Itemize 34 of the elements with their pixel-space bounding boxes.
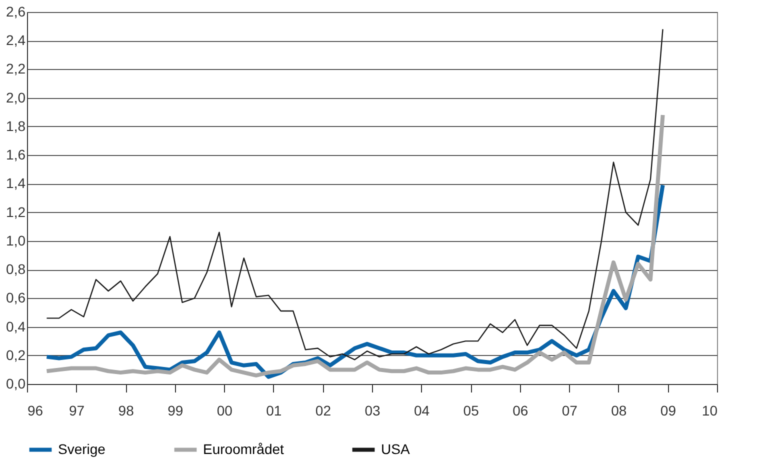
y-tick-label: 1,6 <box>6 146 26 163</box>
x-tick-label: 96 <box>28 402 44 418</box>
x-tick-label: 03 <box>364 402 380 418</box>
x-tick-label: 05 <box>463 402 480 418</box>
x-tick-label: 09 <box>660 402 676 418</box>
legend-label: Euroområdet <box>203 440 284 457</box>
y-tick-label: 2,2 <box>6 60 26 77</box>
y-tick-label: 2,6 <box>6 4 26 20</box>
x-tick-label: 00 <box>216 402 233 418</box>
y-tick-label: 1,8 <box>6 118 26 134</box>
line-series <box>46 28 664 360</box>
legend-label: USA <box>381 440 410 457</box>
line-series <box>44 113 665 378</box>
x-tick-label: 02 <box>315 402 332 418</box>
x-tick-label: 97 <box>68 402 85 418</box>
x-tick-label: 04 <box>414 402 430 418</box>
y-tick-label: 1,4 <box>6 175 26 192</box>
x-tick-label: 06 <box>512 402 528 418</box>
x-tick-label: 99 <box>168 402 184 418</box>
legend-label: Sverige <box>58 440 106 457</box>
x-tick-label: 07 <box>562 402 578 418</box>
x-tick-label: 10 <box>702 402 718 418</box>
y-tick-label: 0,4 <box>6 318 26 334</box>
y-tick-label: 0,0 <box>6 376 26 392</box>
x-tick-label: 01 <box>266 402 282 418</box>
y-tick-label: 0,2 <box>6 346 26 363</box>
y-tick-label: 1,0 <box>6 232 26 248</box>
y-tick-label: 1,2 <box>6 204 26 220</box>
y-tick-label: 0,6 <box>6 290 26 306</box>
y-tick-label: 2,4 <box>6 32 26 48</box>
x-tick-label: 08 <box>611 402 627 418</box>
y-tick-label: 2,0 <box>6 89 26 106</box>
y-tick-label: 0,8 <box>6 261 26 278</box>
x-tick-label: 98 <box>118 402 134 418</box>
